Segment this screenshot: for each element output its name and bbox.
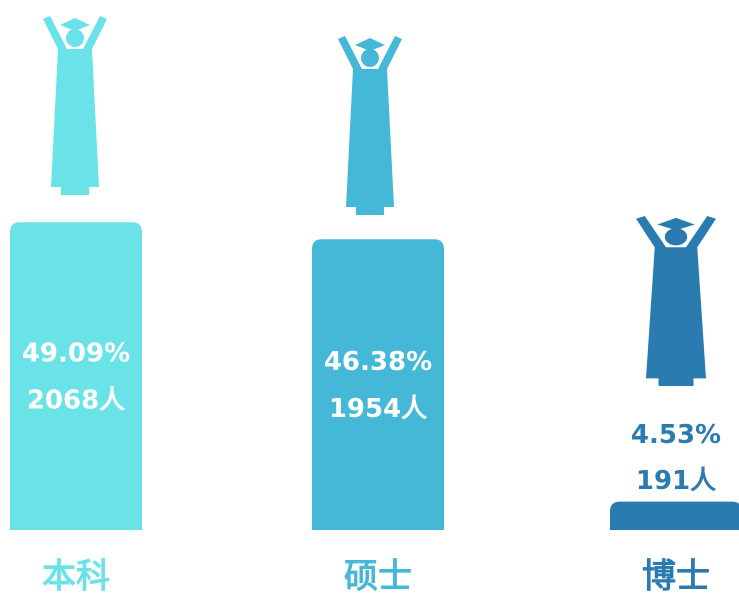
count-label: 191人 <box>636 466 716 496</box>
graduate-icon <box>636 215 716 386</box>
graduate-icon <box>338 36 402 215</box>
bar <box>10 222 142 531</box>
bar <box>312 239 444 531</box>
count-label: 1954人 <box>329 394 427 424</box>
value-label: 49.09% <box>22 339 130 369</box>
bar <box>610 501 739 530</box>
value-label: 46.38% <box>324 347 432 377</box>
value-label: 4.53% <box>631 420 721 450</box>
category-label: 博士 <box>642 557 710 596</box>
category-label: 本科 <box>42 557 110 596</box>
graduate-icon <box>43 16 107 195</box>
count-label: 2068人 <box>27 386 125 416</box>
category-label: 硕士 <box>344 557 412 596</box>
